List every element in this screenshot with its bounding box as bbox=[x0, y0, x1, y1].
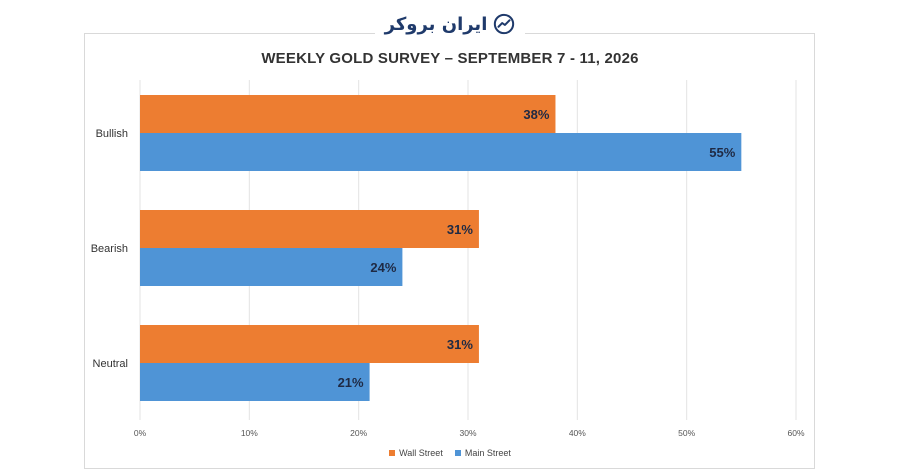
data-label: 24% bbox=[370, 260, 396, 275]
bar-wall-street bbox=[140, 95, 556, 133]
category-label: Bullish bbox=[96, 128, 128, 140]
legend-swatch-main-street bbox=[454, 450, 461, 456]
x-tick-label: 30% bbox=[459, 428, 476, 438]
legend-swatch-wall-street bbox=[389, 450, 396, 456]
chart-legend: Wall Street Main Street bbox=[0, 448, 900, 458]
data-label: 21% bbox=[338, 375, 364, 390]
bar-wall-street bbox=[140, 210, 479, 248]
brand-logo: ایران بروکر bbox=[375, 10, 525, 38]
x-tick-label: 60% bbox=[787, 428, 804, 438]
data-label: 55% bbox=[709, 145, 735, 160]
bar-main-street bbox=[140, 248, 403, 286]
chart-title: WEEKLY GOLD SURVEY – SEPTEMBER 7 - 11, 2… bbox=[261, 50, 639, 67]
brand-name: ایران بروکر bbox=[384, 13, 488, 35]
legend-item-main-street: Main Street bbox=[454, 448, 511, 458]
legend-label-main-street: Main Street bbox=[464, 448, 511, 458]
x-tick-label: 20% bbox=[350, 428, 367, 438]
bar-wall-street bbox=[140, 325, 479, 363]
bar-main-street bbox=[140, 133, 742, 171]
data-label: 31% bbox=[447, 222, 473, 237]
legend-item-wall-street: Wall Street bbox=[389, 448, 443, 458]
trend-chart-icon bbox=[494, 13, 515, 35]
bar-main-street bbox=[140, 363, 370, 401]
category-label: Bearish bbox=[91, 243, 128, 255]
x-tick-label: 40% bbox=[569, 428, 586, 438]
data-label: 31% bbox=[447, 337, 473, 352]
data-label: 38% bbox=[523, 107, 549, 122]
x-tick-label: 0% bbox=[134, 428, 147, 438]
category-label: Neutral bbox=[93, 358, 128, 370]
legend-label-wall-street: Wall Street bbox=[399, 448, 443, 458]
x-tick-label: 10% bbox=[241, 428, 258, 438]
x-tick-label: 50% bbox=[678, 428, 695, 438]
